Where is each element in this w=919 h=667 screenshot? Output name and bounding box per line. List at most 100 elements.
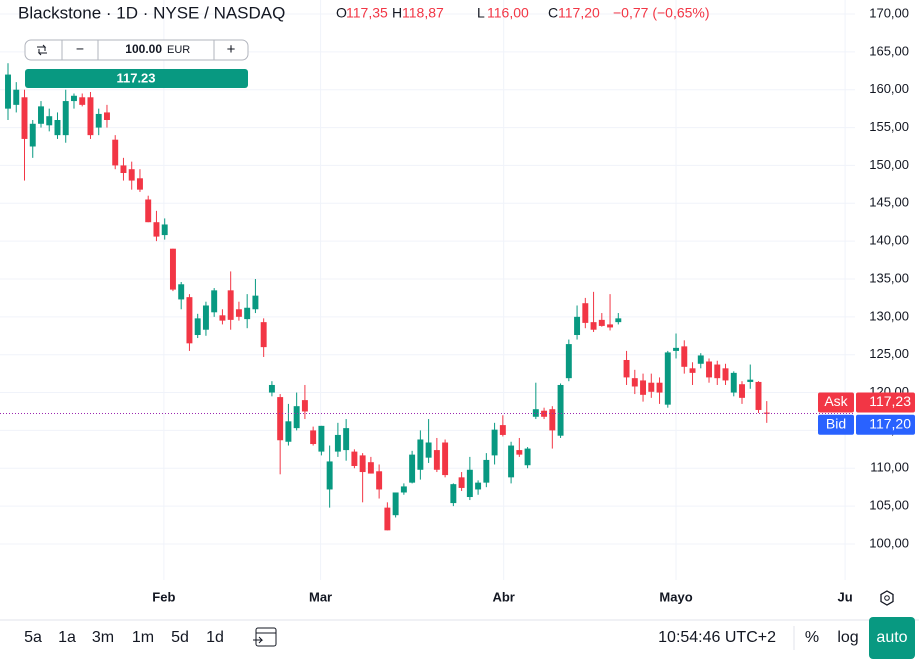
candle-body — [400, 486, 407, 493]
quantity[interactable]: 100.00 — [125, 42, 162, 56]
ask-price-bg — [856, 392, 915, 413]
bid-label-bg — [818, 414, 854, 435]
candle-body — [252, 295, 259, 310]
candle-body — [475, 482, 482, 490]
range-button[interactable]: 3m — [92, 629, 114, 646]
date-range-icon[interactable] — [253, 627, 277, 647]
y-tick-label: 110,00 — [870, 460, 909, 475]
auto-button[interactable] — [869, 617, 915, 659]
candle-body — [178, 284, 185, 300]
candle-body — [334, 434, 341, 452]
auto-label[interactable]: auto — [876, 629, 907, 646]
candle-body — [730, 372, 737, 393]
candle-body — [359, 455, 366, 473]
arrow — [253, 636, 264, 644]
ohlc-header: O 117,35 H 118,87 L 116,00 C 117,20 — [336, 5, 600, 21]
bid-price: 117,20 — [869, 415, 911, 431]
range-button[interactable]: 1d — [206, 629, 224, 646]
calendar[interactable] — [255, 627, 277, 647]
clock: 10:54:46 UTC+2 — [658, 629, 776, 646]
ask-price: 117,23 — [869, 393, 911, 409]
x-tick-label: Abr — [492, 589, 514, 604]
candle-body — [13, 89, 20, 105]
candle-body — [211, 290, 218, 313]
candle-body — [326, 461, 333, 490]
candle-body — [532, 409, 539, 417]
y-tick-label: 165,00 — [869, 43, 909, 58]
candle-body — [95, 113, 102, 128]
y-tick-label: 145,00 — [869, 195, 909, 210]
buy-price[interactable]: 117.23 — [116, 70, 155, 85]
y-tick-label: 105,00 — [869, 498, 909, 513]
settings-icon[interactable] — [880, 590, 894, 606]
candle-body — [739, 384, 745, 398]
candle-body — [549, 409, 556, 431]
candle-body — [46, 116, 53, 126]
range-buttons: 5a 1a 3m 1m 5d 1d — [24, 629, 224, 646]
candle-body — [714, 364, 721, 379]
x-tick-label: Mar — [309, 589, 332, 604]
candle-body — [343, 428, 350, 451]
candle-body — [541, 410, 548, 417]
candle-body — [615, 318, 622, 323]
candle-body — [640, 380, 647, 395]
range-button[interactable]: 1a — [58, 629, 76, 646]
candle-body — [648, 382, 655, 392]
candle-body — [673, 347, 680, 351]
candle-body — [582, 303, 589, 323]
candle-body — [681, 346, 688, 367]
candle-body — [112, 139, 119, 166]
candle-body — [161, 224, 168, 236]
candle-body — [260, 322, 267, 348]
plus-button[interactable]: + — [227, 41, 236, 58]
ohlc-value: 117,35 — [346, 5, 388, 21]
candle-body — [285, 421, 292, 442]
candle-body — [483, 459, 490, 483]
candle-body — [763, 412, 770, 414]
candle-body — [425, 442, 432, 458]
candle-body — [590, 322, 597, 330]
candle-body — [491, 429, 498, 456]
y-tick-label: 170,00 — [869, 5, 909, 20]
y-tick-label: 140,00 — [869, 233, 909, 248]
candle-body — [466, 469, 473, 498]
candle-body — [607, 324, 614, 328]
buy-button[interactable] — [25, 69, 248, 88]
ohlc-key: H — [392, 5, 402, 21]
candle-body — [516, 450, 523, 455]
candle-body — [268, 384, 275, 393]
x-tick-label: Feb — [152, 589, 175, 604]
candle-body — [103, 112, 110, 120]
candle-body — [169, 248, 176, 290]
percent-button[interactable]: % — [805, 629, 819, 646]
candle-body — [87, 97, 94, 136]
candle-body — [128, 169, 135, 181]
candle-body — [384, 507, 391, 531]
quantity-box[interactable] — [24, 39, 249, 61]
ohlc-key: L — [477, 5, 485, 21]
candle-body — [244, 307, 251, 320]
candle-body — [499, 425, 506, 435]
candle-body — [227, 290, 234, 320]
swap-icon[interactable] — [37, 44, 47, 56]
candle-body — [310, 430, 317, 445]
log-button[interactable]: log — [837, 629, 858, 646]
candle-body — [755, 381, 762, 410]
ask-label: Ask — [824, 393, 848, 409]
minus-button[interactable]: − — [76, 41, 84, 57]
candle-body — [565, 344, 572, 379]
candle-body — [631, 378, 638, 387]
range-button[interactable]: 1m — [132, 629, 154, 646]
order-widget[interactable]: − 100.00 EUR + 117.23 — [24, 39, 249, 88]
candle-body — [219, 315, 226, 321]
change: −0,77 (−0,65%) — [613, 5, 710, 21]
y-tick-label: 160,00 — [869, 81, 909, 96]
candle-body — [153, 222, 160, 237]
ohlc-key: O — [336, 5, 347, 21]
range-button[interactable]: 5a — [24, 629, 42, 646]
candle-body — [442, 442, 449, 476]
candle-body — [623, 359, 630, 378]
candle-body — [351, 451, 358, 466]
range-button[interactable]: 5d — [171, 629, 189, 646]
